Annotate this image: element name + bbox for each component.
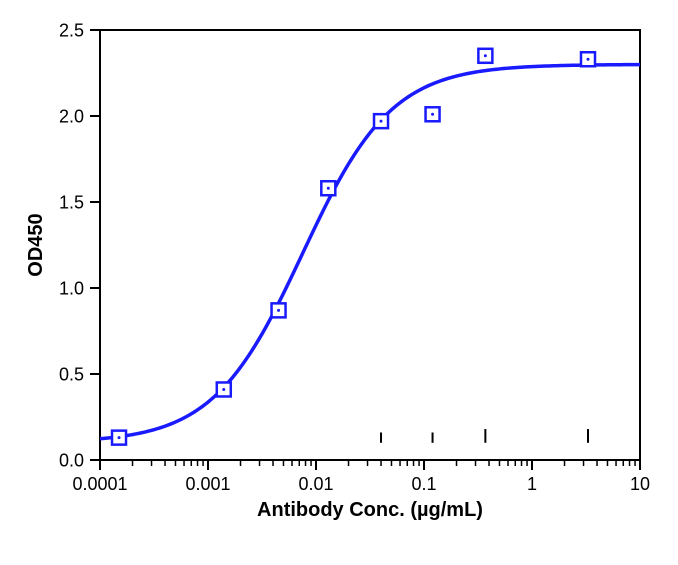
svg-text:1: 1 [527,474,537,494]
svg-text:OD450: OD450 [25,213,47,276]
svg-text:2.0: 2.0 [59,106,84,126]
svg-text:10: 10 [630,474,650,494]
chart-svg: 0.0001 0.001 0.01 0.1 1 10 Antibody Conc. (µg/… [0,0,678,565]
svg-text:0.01: 0.01 [298,474,333,494]
dose-response-chart: 0.0001 0.001 0.01 0.1 1 10 Antibody Conc. (µg/… [0,0,678,565]
svg-text:1.0: 1.0 [59,278,84,298]
svg-text:0.5: 0.5 [59,364,84,384]
svg-text:0.1: 0.1 [411,474,436,494]
svg-text:0.0001: 0.0001 [72,474,127,494]
svg-text:2.5: 2.5 [59,20,84,40]
svg-text:Antibody Conc. (µg/mL): Antibody Conc. (µg/mL) [257,499,483,521]
svg-text:1.5: 1.5 [59,192,84,212]
svg-text:0.001: 0.001 [185,474,230,494]
svg-text:0.0: 0.0 [59,450,84,470]
